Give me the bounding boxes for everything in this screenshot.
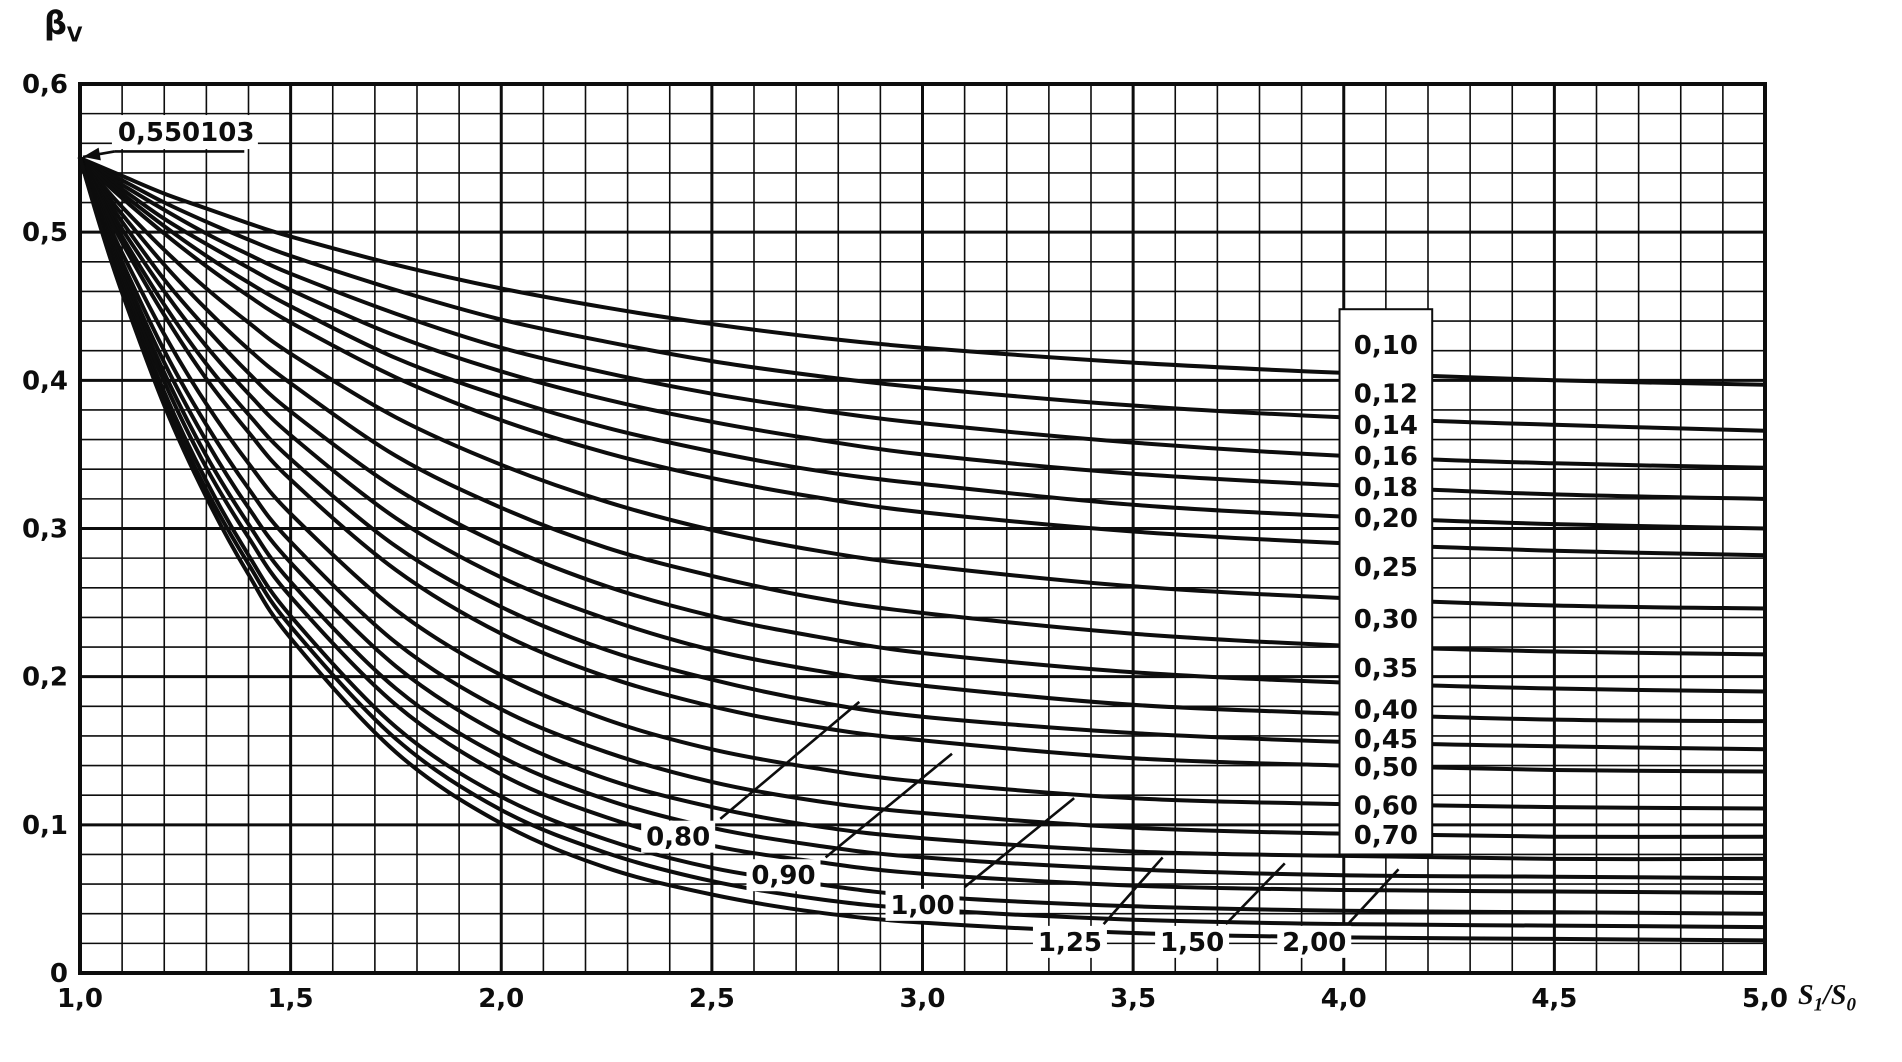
x-tick-label: 5,0 [1742,984,1788,1014]
x-tick-label: 3,0 [899,984,945,1014]
curve-label: 0,12 [1354,380,1418,410]
curve-label: 0,30 [1354,605,1418,635]
x-tick-label: 3,5 [1110,984,1156,1014]
s0-subscript: 0 [1846,994,1856,1016]
y-tick-label: 0,5 [22,218,68,248]
curve-0-90 [78,156,1767,881]
grid [78,82,1767,975]
curve-0-80 [78,156,1767,862]
leader-line-1-00 [963,797,1075,889]
right-label-box-frame [1338,308,1434,856]
curve-1-50 [78,156,1767,930]
curve-label: 0,25 [1354,553,1418,583]
x-tick-label: 1,5 [268,984,314,1014]
y-tick-label: 0,4 [22,366,68,396]
x-tick-label: 1,0 [57,984,103,1014]
axis-tick-labels: 1,0 1,5 2,0 2,5 3,0 3,5 4,0 4,5 5,00,60,50,40,30… [22,70,1788,1014]
bottom-curve-label: 0,80 [646,823,710,853]
leader-line-0-90 [824,752,953,859]
label-mask [1155,925,1230,958]
curve-label: 0,45 [1354,725,1418,755]
curve-label: 0,14 [1354,411,1418,441]
curve-label: 0,18 [1354,473,1418,503]
leader-line-1-25 [1102,856,1164,925]
y-tick-label: 0,1 [22,811,68,841]
curve-label: 0,50 [1354,753,1418,783]
annotation-arrow-head [83,147,101,161]
leader-line-1-50 [1224,862,1286,926]
leader-line-2-00 [1347,868,1400,925]
bottom-curve-label: 2,00 [1282,928,1346,958]
label-mask [746,859,821,892]
x-tick-label: 2,0 [478,984,524,1014]
x-tick-label: 4,0 [1321,984,1367,1014]
annotation-text: 0,550103 [118,118,255,148]
x-tick-label: 4,5 [1531,984,1577,1014]
leader-line-0-80 [719,700,861,820]
bottom-curve-label: 1,25 [1038,928,1102,958]
leader-lines [719,700,1400,926]
curve-label: 0,35 [1354,654,1418,684]
right-label-box: 0,10 0,120,140,160,180,20 0,25 0,30 0,35 0,40… [1338,308,1434,856]
curve-label: 0,10 [1354,331,1418,361]
curve-0-60 [78,156,1767,811]
bottom-curve-label: 1,50 [1160,928,1224,958]
curve-1-25 [78,156,1767,916]
s0-symbol: S [1830,980,1847,1011]
beta-symbol: β [44,4,67,42]
start-point-annotation: 0,550103 [82,115,258,161]
curve-1-00 [78,156,1767,895]
curve-label: 0,70 [1354,821,1418,851]
x-tick-label: 2,5 [689,984,735,1014]
y-axis-title: βV [44,4,82,46]
bottom-curve-labels: 0,80 0,90 1,00 1,25 1,50 2,00 [641,820,1352,958]
curve-label: 0,20 [1354,504,1418,534]
s1-subscript: 1 [1813,994,1824,1016]
beta-subscript: V [66,22,83,47]
ratio-slash: / [1823,980,1831,1011]
curve-label: 0,60 [1354,792,1418,822]
curve-0-70 [78,156,1767,839]
y-tick-label: 0 [50,959,68,989]
label-mask [641,820,716,853]
x-axis-title: S1/S0 [1798,980,1856,1017]
bottom-curve-label: 1,00 [890,891,954,921]
bottom-curve-label: 0,90 [751,861,815,891]
curve-label: 0,16 [1354,442,1418,472]
label-mask [1277,925,1352,958]
s1-symbol: S [1798,980,1814,1011]
curve-label: 0,40 [1354,695,1418,725]
label-mask [1032,925,1107,958]
annotation-mask [111,115,258,150]
label-mask [885,888,960,921]
y-tick-label: 0,2 [22,663,68,693]
y-tick-label: 0,3 [22,515,68,545]
y-tick-label: 0,6 [22,70,68,100]
